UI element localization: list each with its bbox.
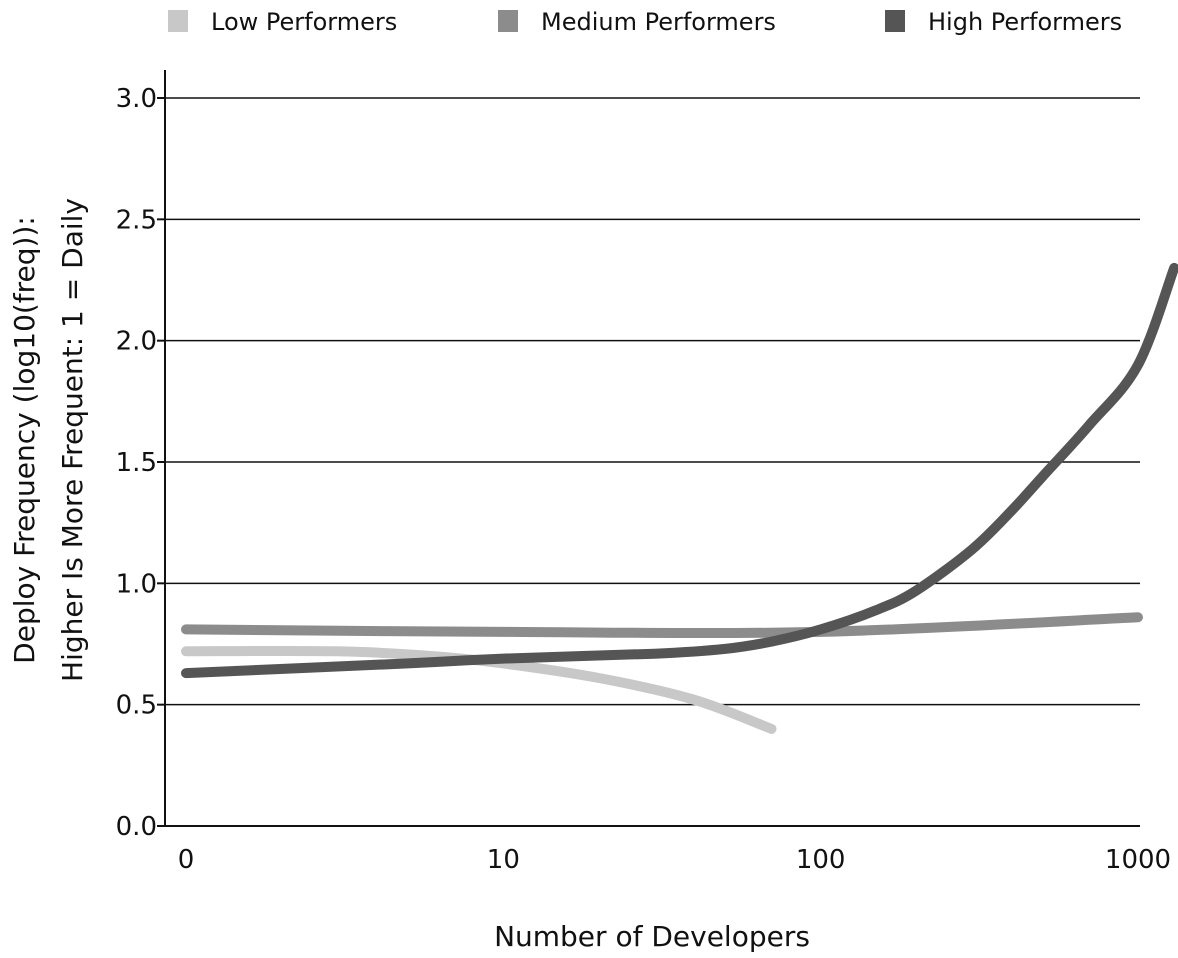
grid-lines <box>165 97 1140 706</box>
y-axis-title-line-1: Deploy Frequency (log10(freq)): <box>8 216 41 664</box>
legend-label: High Performers <box>928 8 1122 36</box>
legend-item-high-performers: High Performers <box>885 8 1122 36</box>
y-axis-ticks: 0.0 0.5 1.0 1.5 2.0 2.5 3.0 <box>116 84 165 842</box>
series-lines <box>181 262 1178 734</box>
y-axis-title: Deploy Frequency (log10(freq)): Higher I… <box>8 198 89 682</box>
legend-swatch <box>498 10 518 32</box>
legend: Low Performers Medium Performers High Perf… <box>168 8 1122 36</box>
y-tick-label: 0.5 <box>116 691 157 721</box>
y-tick-label: 1.0 <box>116 569 157 599</box>
legend-label: Medium Performers <box>541 8 776 36</box>
x-axis-ticks: 0 10 100 1000 <box>178 845 1171 875</box>
series-line-high-performers <box>181 262 1178 679</box>
legend-swatch <box>885 10 905 32</box>
legend-label: Low Performers <box>211 8 397 36</box>
y-tick-label: 3.0 <box>116 84 157 114</box>
x-tick-label: 0 <box>178 845 195 875</box>
x-tick-label: 1000 <box>1105 845 1171 875</box>
x-tick-label: 10 <box>487 845 520 875</box>
y-tick-label: 2.0 <box>116 327 157 357</box>
x-axis-title: Number of Developers <box>494 920 810 953</box>
y-axis-title-line-2: Higher Is More Frequent: 1 = Daily <box>56 198 89 682</box>
y-tick-label: 2.5 <box>116 205 157 235</box>
x-tick-label: 100 <box>796 845 846 875</box>
y-tick-label: 1.5 <box>116 448 157 478</box>
legend-swatch <box>168 10 188 32</box>
legend-item-medium-performers: Medium Performers <box>498 8 776 36</box>
legend-item-low-performers: Low Performers <box>168 8 397 36</box>
y-tick-label: 0.0 <box>116 812 157 842</box>
series-line-medium-performers <box>181 612 1143 639</box>
